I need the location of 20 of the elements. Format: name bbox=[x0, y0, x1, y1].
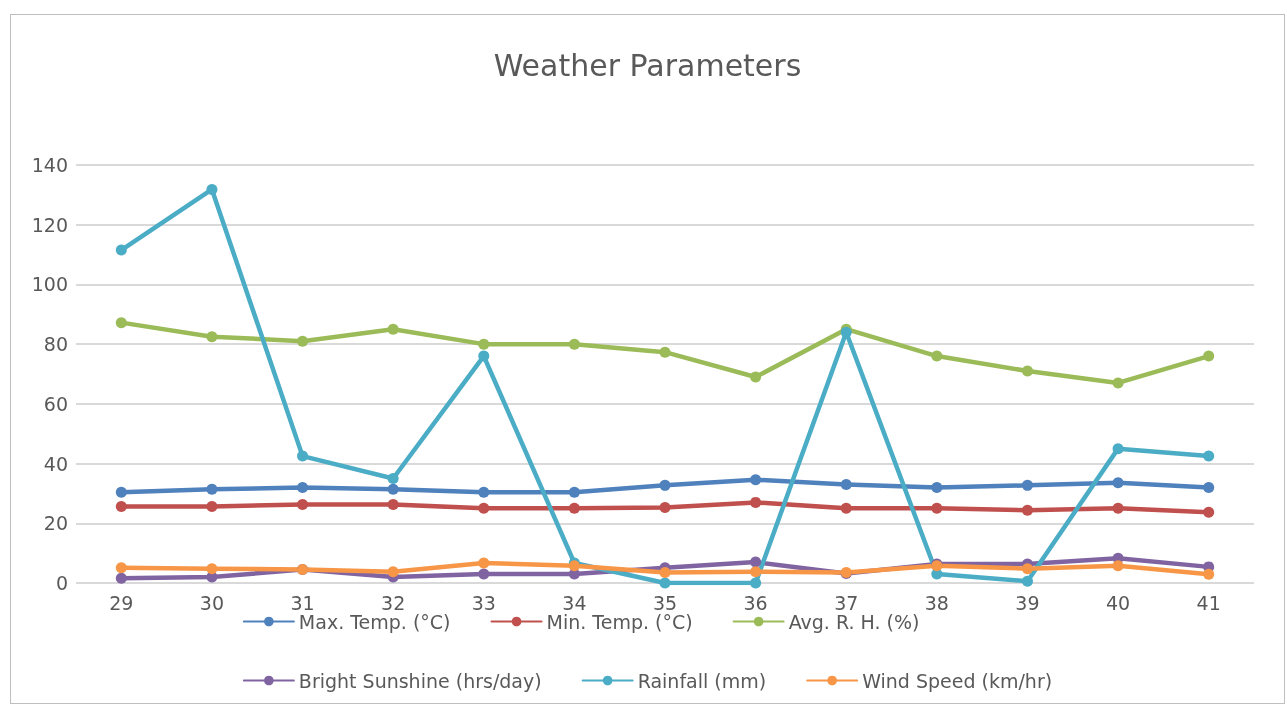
y-tick-label: 60 bbox=[43, 392, 68, 415]
y-tick-label: 0 bbox=[55, 572, 68, 594]
x-tick-label: 29 bbox=[109, 591, 134, 614]
x-tick-label: 39 bbox=[1015, 591, 1040, 614]
legend-label: Bright Sunshine (hrs/day) bbox=[298, 669, 542, 692]
legend-label: Wind Speed (km/hr) bbox=[862, 669, 1053, 692]
x-tick-label: 41 bbox=[1196, 591, 1221, 614]
legend-label: Rainfall (mm) bbox=[637, 669, 767, 692]
y-tick-label: 20 bbox=[43, 512, 68, 535]
x-tick-label: 40 bbox=[1105, 591, 1131, 614]
y-tick-label: 140 bbox=[31, 154, 68, 176]
y-tick-label: 100 bbox=[31, 273, 68, 296]
x-tick-label: 33 bbox=[471, 591, 496, 614]
x-tick-label: 38 bbox=[924, 591, 949, 614]
x-tick-label: 36 bbox=[743, 591, 768, 614]
y-tick-label: 120 bbox=[31, 213, 68, 236]
chart-title: Weather Parameters bbox=[493, 47, 802, 83]
x-tick-label: 30 bbox=[199, 591, 225, 614]
y-tick-label: 80 bbox=[43, 333, 68, 356]
y-tick-label: 40 bbox=[43, 452, 68, 475]
